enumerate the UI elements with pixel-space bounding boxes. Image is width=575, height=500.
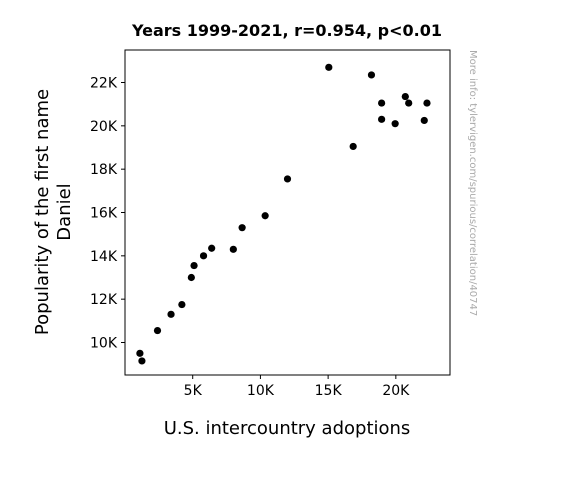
data-point bbox=[325, 63, 333, 71]
y-axis-label-line-1: Popularity of the first name bbox=[32, 89, 53, 335]
data-point bbox=[187, 273, 195, 282]
data-point bbox=[167, 310, 175, 318]
y-tick-label: 16K bbox=[90, 206, 118, 222]
y-tick-label: 12K bbox=[90, 292, 118, 308]
y-axis-label: Popularity of the first name Daniel bbox=[32, 89, 75, 335]
data-point bbox=[238, 224, 246, 232]
y-tick-label: 10K bbox=[90, 336, 118, 352]
y-tick-label: 22K bbox=[90, 76, 118, 92]
x-tick-label: 15K bbox=[315, 383, 343, 399]
x-tick-label: 5K bbox=[184, 383, 203, 399]
data-point bbox=[391, 120, 399, 128]
data-point bbox=[208, 244, 216, 252]
x-axis-ticks: 5K 10K 15K 20K bbox=[184, 375, 410, 399]
plot-frame bbox=[124, 49, 451, 376]
data-point bbox=[136, 349, 144, 357]
data-point bbox=[423, 99, 431, 107]
y-axis-label-line-2: Daniel bbox=[54, 183, 75, 240]
data-points bbox=[136, 63, 431, 365]
y-tick-label: 20K bbox=[90, 119, 118, 135]
chart-title: Years 1999-2021, r=0.954, p<0.01 bbox=[131, 21, 442, 40]
data-point bbox=[229, 245, 237, 253]
data-point bbox=[178, 300, 186, 309]
data-point bbox=[153, 326, 162, 335]
data-point bbox=[190, 261, 198, 270]
y-tick-label: 18K bbox=[90, 162, 118, 178]
data-point bbox=[349, 142, 357, 151]
data-point bbox=[261, 212, 269, 220]
source-watermark: More info: tylervigen.com/spurious/corre… bbox=[467, 50, 478, 316]
y-tick-label: 14K bbox=[90, 249, 118, 265]
x-tick-label: 20K bbox=[382, 383, 410, 399]
data-point bbox=[378, 99, 386, 107]
data-point bbox=[199, 252, 208, 260]
data-point bbox=[283, 175, 292, 183]
data-point bbox=[405, 99, 413, 107]
data-point bbox=[138, 357, 146, 365]
data-point bbox=[420, 116, 428, 125]
data-point bbox=[401, 92, 409, 101]
x-axis-label: U.S. intercountry adoptions bbox=[164, 418, 411, 439]
y-axis-ticks: 10K 12K 14K 16K 18K 20K 22K bbox=[90, 76, 125, 352]
data-point bbox=[378, 115, 386, 123]
data-point bbox=[367, 71, 376, 79]
x-tick-label: 10K bbox=[247, 383, 275, 399]
